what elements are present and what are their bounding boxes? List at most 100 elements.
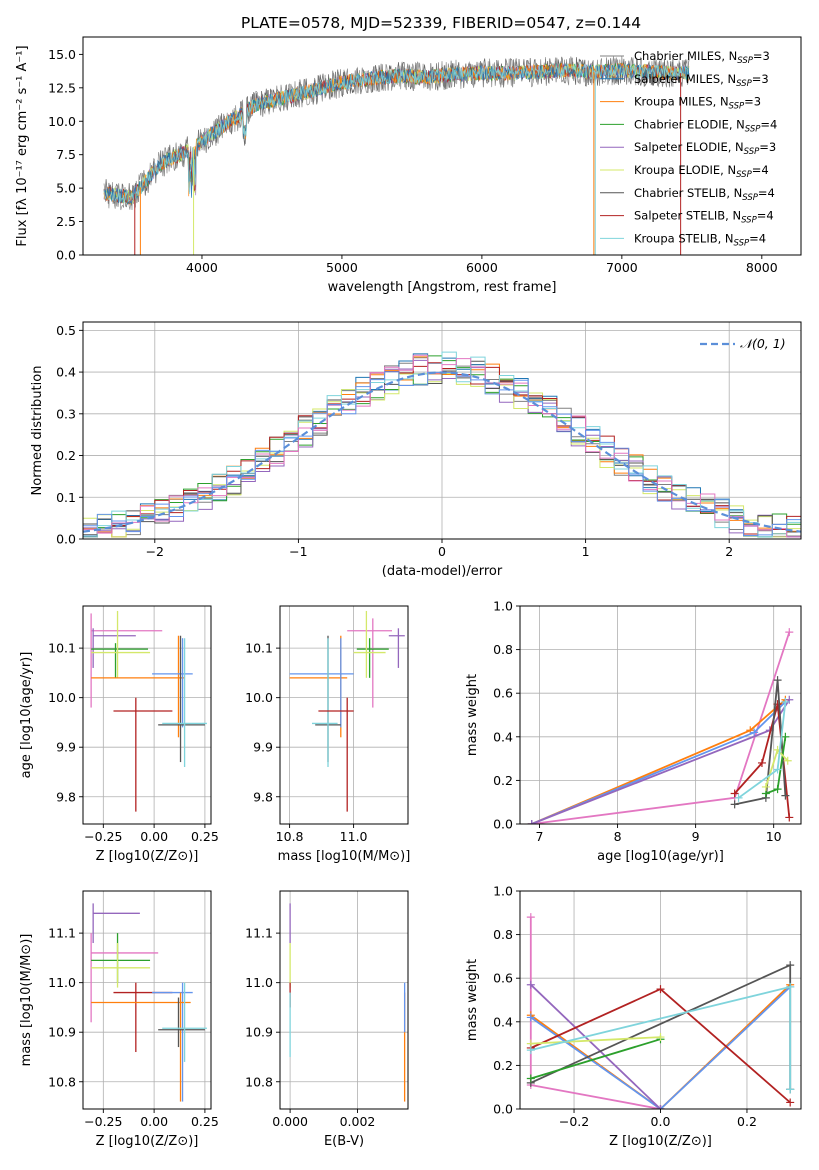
spectrum-ylabel: Flux [fλ 10⁻¹⁷ erg cm⁻² s⁻¹ A⁻¹] (15, 45, 30, 246)
y-tick-label: 9.9 (253, 740, 273, 755)
y-tick-label: 10.0 (245, 690, 273, 705)
legend-label: Salpeter MILES, NSSP=3 (634, 72, 769, 89)
weight-series-line (530, 1038, 661, 1080)
x-tick-label: 0.25 (191, 829, 219, 844)
legend-label: 𝒩(0, 1) (740, 336, 786, 351)
weight_vs_z-ylabel: mass weight (465, 959, 480, 1041)
y-tick-label: 0.5 (56, 323, 76, 338)
mass_vs_ebv-xlabel: E(B-V) (324, 1134, 364, 1149)
weight_vs_z-xlabel: Z [log10(Z/Z⊙)] (609, 1134, 712, 1149)
y-tick-label: 11.1 (48, 926, 76, 941)
weight-point-marker (781, 791, 790, 800)
residual-histogram-step (83, 360, 801, 537)
weight-point-marker (526, 1046, 535, 1055)
weight_vs_age-frame (519, 605, 802, 825)
error-point (91, 610, 151, 678)
mass_vs_z-axes: −0.25 0.00 0.25 10.8 10.9 11.0 11.1 Z [log10(Z/… (19, 890, 219, 1149)
weight-series-line (530, 984, 662, 1109)
age_vs_z-xlabel: Z [log10(Z/Z⊙)] (96, 849, 199, 864)
weight-point-marker (526, 913, 535, 922)
y-tick-label: 10.8 (48, 1074, 76, 1089)
y-tick-label: 15.0 (48, 47, 76, 62)
weight_vs_age-xlabel: age [log10(age/yr)] (597, 849, 724, 864)
panels-layer: 4000 5000 6000 7000 80000.02.55.07.510.012.5… (15, 36, 802, 1149)
y-tick-label: 7.5 (56, 147, 76, 162)
error-point (92, 903, 140, 944)
error-point (152, 638, 193, 728)
legend-label: Kroupa STELIB, NSSP=4 (634, 231, 766, 248)
weight-point-marker (773, 765, 782, 774)
weight-point-marker (786, 1085, 795, 1094)
weight-point-marker (786, 982, 795, 991)
mass_vs_z-ylabel: mass [log10(M/M⊙)] (19, 934, 34, 1067)
error-point (91, 992, 191, 1102)
y-tick-label: 10.8 (245, 1074, 273, 1089)
error-point (318, 697, 354, 812)
x-tick-label: 8000 (746, 260, 778, 275)
age_vs_mass-plot-area (289, 610, 405, 812)
y-tick-label: 10.1 (48, 641, 76, 656)
weight-point-marker (526, 1013, 535, 1022)
normal-curve (83, 371, 801, 533)
mass_vs_z-xlabel: Z [log10(Z/Z⊙)] (96, 1134, 199, 1149)
x-tick-label: 6000 (466, 260, 498, 275)
weight-point-marker (761, 782, 770, 791)
mass_vs_ebv-plot-area (289, 903, 406, 1102)
error-point (91, 943, 151, 988)
error-point (356, 638, 389, 678)
y-tick-label: 9.9 (56, 740, 76, 755)
weight-point-marker (781, 697, 790, 706)
weight_vs_z-plot-area (526, 913, 795, 1109)
y-tick-label: 0.6 (493, 971, 513, 986)
legend-label: Chabrier STELIB, NSSP=4 (634, 186, 775, 203)
age_vs_mass-axes: 10.8 11.0 9.8 9.9 10.0 10.1 mass [log10(M/M⊙)] (245, 605, 410, 864)
spectrum-line (103, 62, 690, 206)
weight_vs_z-axes: −0.2 0.0 0.2 0.0 0.2 0.4 0.6 0.8 1.0 Z [log10(Z/Z… (465, 884, 802, 1149)
spectrum-line (103, 63, 690, 203)
weight_vs_age-ylabel: mass weight (465, 674, 480, 756)
x-tick-label: 5000 (326, 260, 358, 275)
y-tick-label: 0.4 (493, 1014, 513, 1029)
residual-histogram-step (83, 351, 801, 538)
y-tick-label: 0.3 (56, 406, 76, 421)
mass_vs_ebv-frame (279, 890, 409, 1110)
y-tick-label: 10.0 (48, 690, 76, 705)
error-point (162, 638, 207, 768)
weight-point-marker (526, 980, 535, 989)
x-tick-label: 10.8 (276, 829, 304, 844)
mass_vs_ebv-panel (280, 891, 408, 1109)
x-tick-label: 0 (438, 544, 446, 559)
weight-point-marker (734, 793, 743, 802)
x-tick-label: −1 (289, 544, 307, 559)
y-tick-label: 0.6 (493, 686, 513, 701)
y-tick-label: 0.4 (56, 365, 76, 380)
y-tick-label: 10.9 (245, 1025, 273, 1040)
residuals-axes: −2 −1 0 1 2 0.0 0.1 0.2 0.3 0.4 0.5 (data-model)/er… (30, 321, 802, 579)
y-tick-label: 5.0 (56, 181, 76, 196)
x-tick-label: −0.2 (559, 1114, 589, 1129)
y-tick-label: 0.1 (56, 490, 76, 505)
error-point (158, 635, 205, 763)
legend-label: Chabrier MILES, NSSP=3 (634, 49, 770, 66)
x-tick-label: 4000 (186, 260, 218, 275)
y-tick-label: 11.0 (245, 975, 273, 990)
residual-histogram-step (83, 354, 801, 538)
y-tick-label: 0.2 (493, 1058, 513, 1073)
weight_vs_z-panel (520, 890, 801, 1110)
age_vs_z-panel (83, 606, 211, 824)
weight-point-marker (783, 756, 792, 765)
y-tick-label: 0.2 (56, 448, 76, 463)
error-point (90, 933, 159, 1023)
error-point (312, 638, 338, 768)
y-tick-label: 11.0 (48, 975, 76, 990)
y-tick-label: 0.2 (493, 773, 513, 788)
x-tick-label: 0.0 (651, 1114, 671, 1129)
y-tick-label: 0.8 (493, 642, 513, 657)
age_vs_z-ylabel: age [log10(age/yr)] (19, 652, 34, 779)
legend-label: Chabrier ELODIE, NSSP=4 (634, 117, 777, 134)
spectrum-plot-area (103, 55, 690, 255)
x-tick-label: −2 (146, 544, 164, 559)
spectrum-axes: 4000 5000 6000 7000 8000 0.0 2.5 5.0 7.5 10.0 12.5… (15, 36, 802, 295)
weight-point-marker (527, 820, 536, 824)
